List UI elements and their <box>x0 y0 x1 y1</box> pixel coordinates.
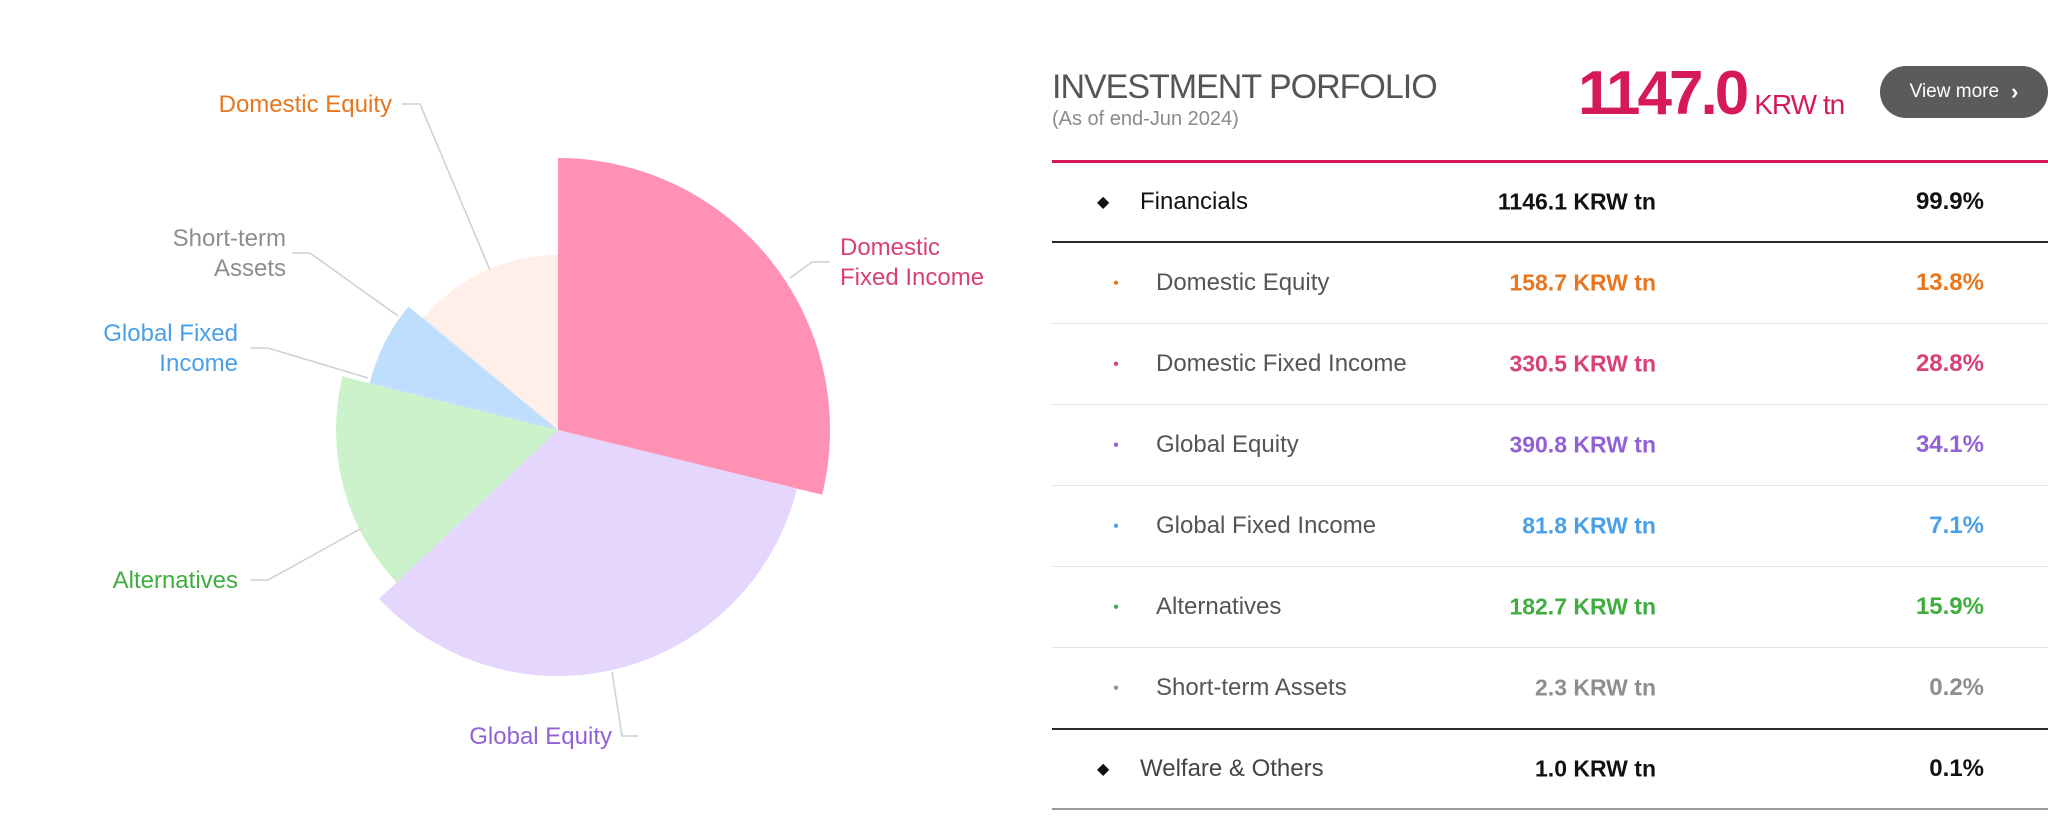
total-value: 1147.0 <box>1578 59 1749 128</box>
dot-icon: ● <box>1113 601 1120 613</box>
table-row-financials: ◆ Financials 1146.1 KRW tn 99.9% <box>1052 163 2048 243</box>
pie-label: Short-term Assets <box>173 225 286 282</box>
pie-slice-alternatives <box>335 376 558 583</box>
dot-icon: ● <box>1113 277 1120 289</box>
view-more-button[interactable]: View more › <box>1880 66 2048 118</box>
total-amount: 1147.0 KRW tn <box>1578 58 1845 129</box>
table-row: ● Domestic Fixed Income 330.5 KRW tn 28.… <box>1052 324 2048 405</box>
bullet-icon: ◆ <box>1097 761 1110 778</box>
table-row: ● Short-term Assets 2.3 KRW tn 0.2% <box>1052 648 2048 730</box>
pie-label: Domestic Fixed Income <box>840 234 984 291</box>
row-amount: 1146.1 KRW tn <box>1497 188 1656 215</box>
chevron-right-icon: › <box>2011 79 2019 104</box>
row-amount: 81.8 KRW tn <box>1522 512 1656 539</box>
table-row: ● Global Equity 390.8 KRW tn 34.1% <box>1052 405 2048 486</box>
table-row: ● Domestic Equity 158.7 KRW tn 13.8% <box>1052 243 2048 324</box>
row-label: Domestic Fixed Income <box>1156 350 1407 377</box>
row-amount: 158.7 KRW tn <box>1509 269 1656 296</box>
pie-slice-global-fixed-income <box>369 306 558 430</box>
row-label: Global Fixed Income <box>1156 512 1377 539</box>
row-label: Global Equity <box>1156 431 1299 458</box>
dot-icon: ● <box>1113 520 1120 532</box>
pie-slice-short-term-assets <box>422 316 558 430</box>
leader-line <box>402 103 491 271</box>
row-percent: 28.8% <box>1915 350 1984 377</box>
leader-line <box>250 527 363 581</box>
pie-slice-global-equity <box>379 430 797 677</box>
table-row-welfare: ◆ Welfare & Others 1.0 KRW tn 0.1% <box>1052 730 2048 810</box>
row-percent: 13.8% <box>1915 269 1984 296</box>
pie-slice-domestic-equity <box>424 255 558 430</box>
pie-label: Global Fixed Income <box>103 320 238 377</box>
row-label: Financials <box>1140 188 1249 215</box>
row-amount: 330.5 KRW tn <box>1509 350 1656 377</box>
pie-label: Global Equity <box>469 723 612 750</box>
view-more-label: View more <box>1909 81 2000 102</box>
leader-line <box>250 347 369 379</box>
leader-line <box>789 261 830 279</box>
pie-label: Domestic Equity <box>219 91 392 118</box>
table-row: ● Global Fixed Income 81.8 KRW tn 7.1% <box>1052 486 2048 567</box>
page-title: INVESTMENT PORFOLIO <box>1052 68 1438 106</box>
pie-slice-domestic-fixed-income <box>558 157 831 495</box>
dot-icon: ● <box>1113 439 1120 451</box>
total-unit: KRW tn <box>1754 89 1845 120</box>
row-amount: 182.7 KRW tn <box>1509 593 1656 620</box>
leader-line <box>292 252 399 317</box>
row-percent: 15.9% <box>1915 593 1984 620</box>
bullet-icon: ◆ <box>1097 194 1110 211</box>
row-label: Domestic Equity <box>1156 269 1330 296</box>
table-row: ● Alternatives 182.7 KRW tn 15.9% <box>1052 567 2048 648</box>
dot-icon: ● <box>1113 682 1120 694</box>
row-percent: 99.9% <box>1915 188 1984 215</box>
row-percent: 0.2% <box>1929 674 1984 701</box>
row-label: Welfare & Others <box>1140 755 1324 782</box>
portfolio-panel: INVESTMENT PORFOLIO (As of end-Jun 2024)… <box>1052 0 2048 827</box>
row-amount: 1.0 KRW tn <box>1535 755 1656 782</box>
pie-label: Alternatives <box>113 567 238 594</box>
leader-line <box>611 671 638 737</box>
row-percent: 7.1% <box>1929 512 1984 539</box>
row-amount: 390.8 KRW tn <box>1509 431 1656 458</box>
row-amount: 2.3 KRW tn <box>1535 674 1656 701</box>
portfolio-pie-chart: Domestic Fixed Income Global Equity Alterna… <box>103 91 984 750</box>
row-percent: 0.1% <box>1929 755 1984 782</box>
row-percent: 34.1% <box>1915 431 1984 458</box>
dot-icon: ● <box>1113 358 1120 370</box>
row-label: Short-term Assets <box>1156 674 1347 701</box>
portfolio-table: ◆ Financials 1146.1 KRW tn 99.9% ● Domes… <box>1052 160 2048 810</box>
as-of-date: (As of end-Jun 2024) <box>1052 108 1239 130</box>
row-label: Alternatives <box>1156 593 1282 620</box>
